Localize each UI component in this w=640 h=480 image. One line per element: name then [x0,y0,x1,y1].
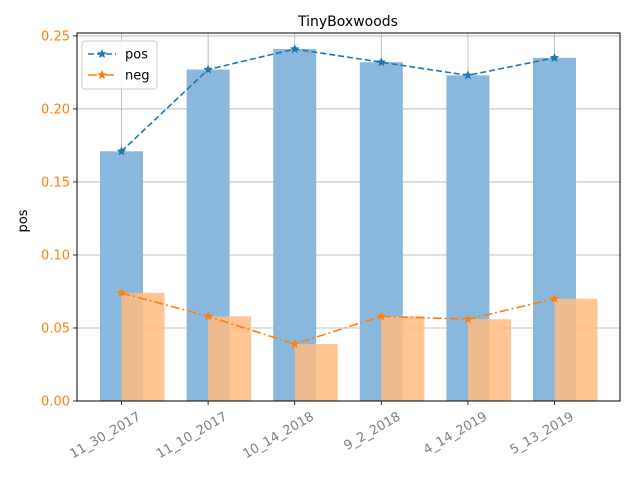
bar-neg-1 [208,316,252,401]
point-pos-3 [376,57,387,67]
legend: pos neg [81,40,158,90]
line-pos [120,48,555,152]
x-tick-label-4: 4_14_2019 [421,409,490,457]
point-neg-0 [116,287,127,297]
point-neg-5 [549,293,560,303]
y-tick-label-1: 0.05 [41,321,70,336]
y-tick-label-0: 0.00 [41,395,70,410]
x-tick-label-3: 9_2_2018 [342,409,404,453]
legend-label-pos: pos [125,48,148,63]
x-tick-label-5: 5_13_2019 [508,409,577,457]
x-tick-label-2: 10_14_2018 [241,409,317,462]
y-axis-label: pos [16,209,31,232]
axes [76,32,621,402]
point-neg-3 [376,311,387,321]
y-ticks: 0.00 0.05 0.10 0.15 0.20 0.25 [41,29,77,410]
y-tick-label-4: 0.20 [41,102,70,117]
y-tick-label-2: 0.10 [41,248,70,263]
bar-neg-0 [121,292,165,401]
legend-label-neg: neg [125,69,150,84]
y-tick-label-5: 0.25 [41,29,70,44]
point-neg-4 [463,314,473,324]
point-pos-0 [116,146,127,156]
bar-neg-3 [381,316,425,401]
y-tick-label-3: 0.15 [41,175,70,190]
point-pos-4 [463,70,473,80]
bar-neg-2 [294,344,338,401]
lines [116,44,560,349]
x-tick-label-1: 11_10_2017 [154,409,230,462]
chart-title: TinyBoxwoods [297,14,398,30]
legend-marker-neg [97,70,107,80]
point-pos-1 [203,64,213,74]
x-tick-label-0: 11_30_2017 [67,409,143,462]
x-ticks: 11_30_2017 11_10_2017 10_14_2018 9_2_2018 4_… [67,401,577,462]
plot-frame [76,32,621,402]
point-neg-2 [289,339,300,349]
bars [100,49,598,402]
point-neg-1 [203,311,213,321]
bar-neg-5 [554,298,598,401]
point-pos-5 [549,52,560,62]
point-pos-2 [289,44,300,54]
line-neg [121,292,555,345]
legend-marker-pos [97,49,107,59]
bar-neg-4 [467,319,511,401]
